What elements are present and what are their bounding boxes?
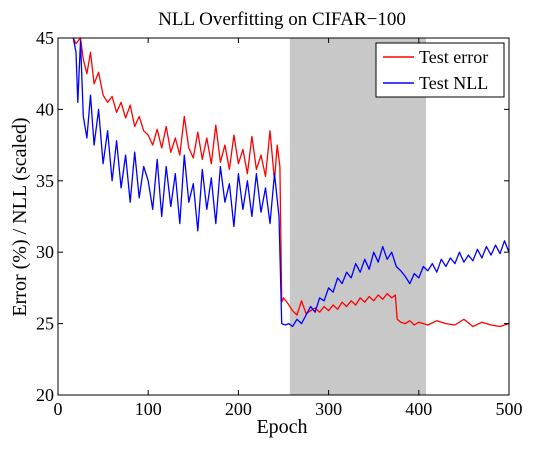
series-line-test-error xyxy=(72,37,510,328)
x-tick-label: 100 xyxy=(135,399,162,419)
legend: Test error Test NLL xyxy=(375,42,505,98)
chart-title: NLL Overfitting on CIFAR−100 xyxy=(158,9,406,30)
x-tick-label: 400 xyxy=(405,399,432,419)
x-tick-label: 500 xyxy=(496,399,523,419)
y-tick-label: 20 xyxy=(36,385,54,405)
y-axis-label: Error (%) / NLL (scaled) xyxy=(9,117,31,316)
legend-label-test-error: Test error xyxy=(419,47,488,67)
y-tick-label: 25 xyxy=(36,314,54,334)
legend-label-test-nll: Test NLL xyxy=(419,73,488,93)
x-tick-label: 200 xyxy=(225,399,252,419)
x-tick-label: 0 xyxy=(54,399,63,419)
y-tick-label: 45 xyxy=(36,28,54,48)
y-tick-label: 30 xyxy=(36,242,54,262)
x-tick-label: 300 xyxy=(315,399,342,419)
plot-frame xyxy=(57,37,510,396)
y-tick-label: 35 xyxy=(36,171,54,191)
series-line-test-nll xyxy=(72,37,510,328)
y-tick-label: 40 xyxy=(36,99,54,119)
legend-box xyxy=(375,42,505,98)
x-axis-label: Epoch xyxy=(256,416,307,438)
